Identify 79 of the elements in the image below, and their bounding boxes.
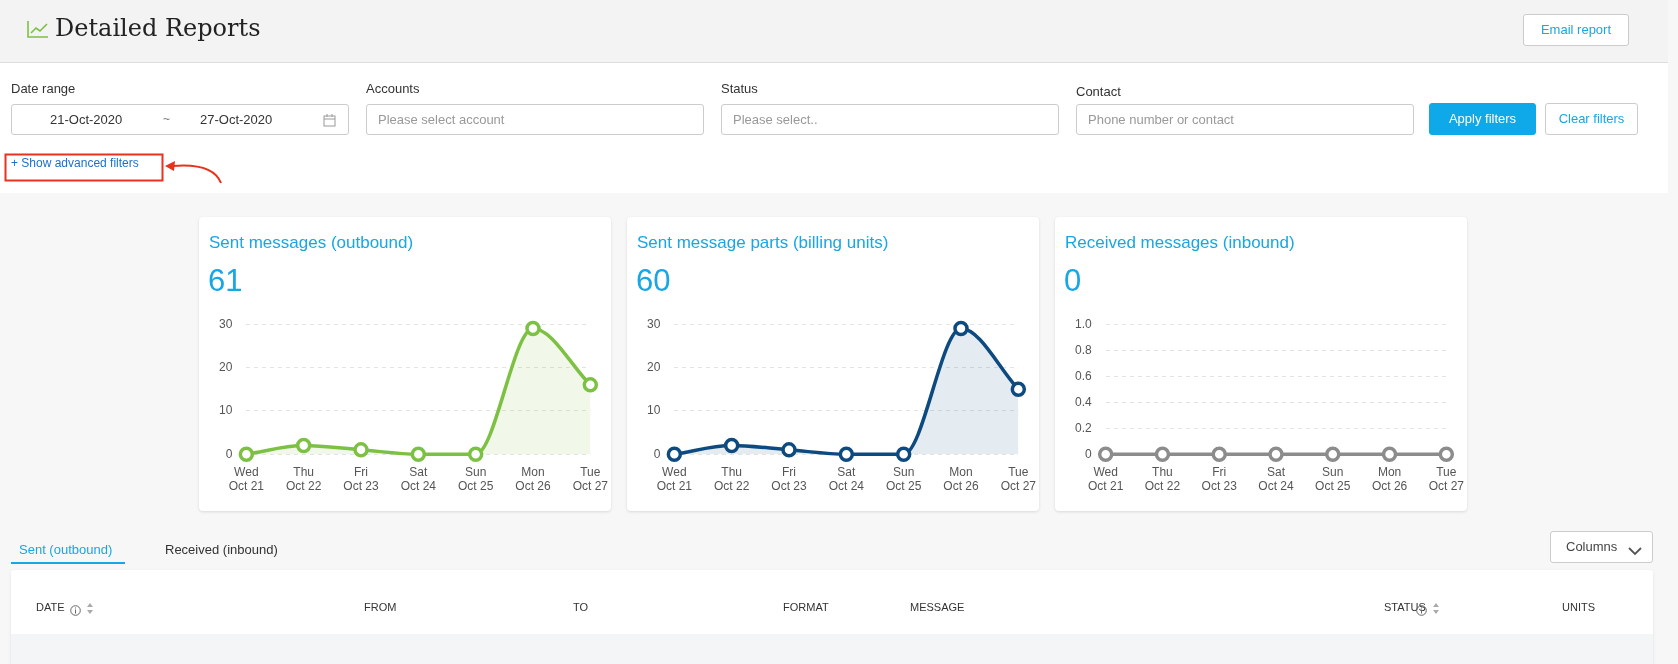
text: Received (inbound) (165, 542, 278, 557)
y-tick-label: 0.8 (1074, 342, 1092, 357)
y-tick-label: 20 (646, 359, 661, 374)
x-tick-label: Fri Oct 23 (1201, 464, 1238, 494)
chart-subtitle: 61 (208, 263, 243, 299)
text: Please select account (378, 112, 505, 127)
text: TO (573, 601, 589, 613)
x-tick-label: Sun Oct 25 (885, 464, 922, 494)
text: Date range (11, 81, 76, 96)
y-tick-label: 0 (653, 446, 661, 461)
x-tick-label: Sat Oct 24 (1258, 464, 1294, 494)
x-tick-label: Tue Oct 27 (1000, 464, 1037, 494)
text: STATUS (1384, 601, 1426, 613)
x-tick-label: Sat Oct 24 (828, 464, 865, 494)
point (895, 446, 912, 462)
x-tick-label: Fri Oct 23 (343, 464, 379, 494)
x-tick-label: Sun Oct 25 (1315, 464, 1351, 494)
x-tick-label: Tue Oct 27 (572, 464, 609, 494)
x-tick-label: Mon Oct 26 (515, 464, 551, 494)
text: 21-Oct-2020 (50, 112, 123, 127)
text: Accounts (366, 81, 420, 96)
x-tick-label: Sun Oct 25 (457, 464, 494, 494)
x-tick-label: Wed Oct 21 (656, 464, 693, 494)
y-tick-label: 0 (1084, 446, 1092, 461)
y-tick-label: 20 (218, 359, 233, 374)
y-tick-label: 0.2 (1074, 420, 1092, 435)
x-tick-label: Mon Oct 26 (1371, 464, 1408, 494)
x-tick-label: Thu Oct 22 (1144, 464, 1181, 494)
chart-title: Sent messages (outbound) (209, 233, 414, 253)
text: Phone number or contact (1088, 112, 1234, 127)
text: Sent (outbound) (19, 542, 113, 557)
x-tick-label: Wed Oct 21 (228, 464, 265, 494)
chart-subtitle: 60 (636, 263, 671, 299)
point (953, 320, 969, 337)
point (295, 437, 312, 454)
text: Please select.. (733, 112, 818, 127)
x-tick-label: Wed Oct 21 (1088, 464, 1124, 494)
y-tick-label: 0.6 (1074, 368, 1092, 383)
text: Apply filters (1429, 103, 1536, 135)
text: UNITS (1562, 601, 1595, 613)
x-tick-label: Thu Oct 22 (286, 464, 322, 494)
point (781, 442, 797, 458)
y-tick-label: 1.0 (1074, 316, 1092, 331)
point (1010, 381, 1027, 397)
text: Clear filters (1545, 103, 1638, 135)
y-tick-label: 30 (218, 316, 233, 331)
text: ~ (163, 112, 171, 126)
x-tick-label: Fri Oct 23 (771, 464, 807, 494)
point (666, 446, 683, 462)
text: Status (721, 81, 758, 96)
text: Contact (1076, 84, 1121, 99)
point (410, 446, 427, 462)
text: + Show advanced filters (11, 156, 139, 170)
point (525, 320, 541, 337)
chart-title: Sent message parts (billing units) (637, 233, 889, 253)
y-tick-label: 0.4 (1074, 394, 1092, 409)
chart-title: Received messages (inbound) (1065, 233, 1295, 253)
y-tick-label: 10 (218, 403, 233, 418)
x-tick-label: Tue Oct 27 (1428, 464, 1465, 494)
x-tick-label: Thu Oct 22 (714, 464, 750, 494)
y-tick-label: 30 (646, 316, 661, 331)
y-tick-label: 10 (646, 403, 661, 418)
text: DATE (36, 601, 65, 613)
y-tick-label: 0 (225, 446, 233, 461)
text: FORMAT (783, 601, 829, 613)
point (467, 446, 484, 462)
point (353, 442, 369, 458)
x-tick-label: Mon Oct 26 (943, 464, 979, 494)
text: 27-Oct-2020 (200, 112, 273, 127)
point (238, 446, 255, 462)
point (838, 446, 855, 462)
text: MESSAGE (910, 601, 965, 613)
text: Detailed Reports (55, 14, 261, 42)
point (582, 377, 599, 393)
text: Email report (1523, 14, 1629, 46)
x-tick-label: Sat Oct 24 (400, 464, 437, 494)
text: Columns (1550, 531, 1653, 563)
text: FROM (364, 601, 397, 613)
point (723, 437, 740, 454)
